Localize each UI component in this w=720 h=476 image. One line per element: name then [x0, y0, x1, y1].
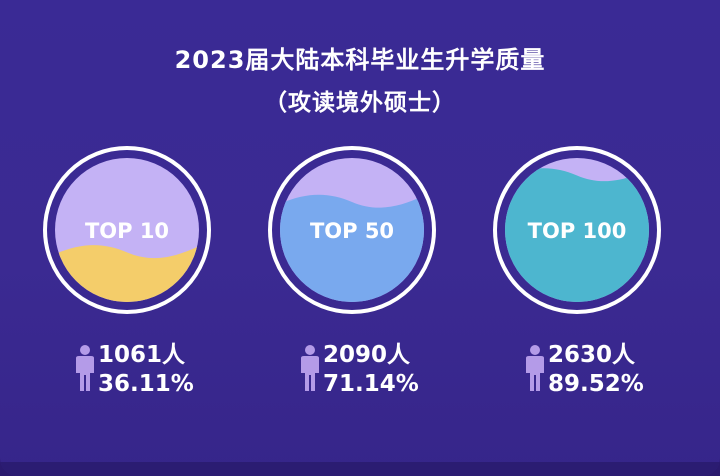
person-icon — [301, 345, 319, 391]
stat-percent: 36.11% — [98, 371, 194, 397]
gauge-fill — [505, 167, 649, 302]
gauge-stat: 2630人 89.52% — [548, 341, 644, 399]
stat-percent: 71.14% — [323, 371, 419, 397]
person-icon — [526, 345, 544, 391]
gauge-label: TOP 100 — [528, 219, 627, 243]
chart-subtitle: （攻读境外硕士） — [264, 90, 456, 116]
gauge-ring — [43, 146, 211, 314]
gauge-1: TOP 10 — [43, 146, 211, 314]
gauge-fill — [55, 244, 199, 302]
person-icon — [76, 345, 94, 391]
gauge-ring — [268, 146, 436, 314]
stat-percent: 89.52% — [548, 371, 644, 397]
gauge-label: TOP 10 — [85, 219, 169, 243]
gauge-label: TOP 50 — [310, 219, 394, 243]
gauge-3: TOP 100 — [493, 146, 661, 314]
stat-count: 2630人 — [548, 342, 636, 368]
stat-count: 2090人 — [323, 342, 411, 368]
gauge-stat: 2090人 71.14% — [323, 341, 419, 399]
gauge-ring — [493, 146, 661, 314]
gauge-2: TOP 50 — [268, 146, 436, 314]
chart-title: 2023届大陆本科毕业生升学质量 — [174, 46, 546, 74]
stat-count: 1061人 — [98, 342, 186, 368]
gauge-fill — [280, 193, 424, 302]
gauge-stat: 1061人 36.11% — [98, 341, 194, 399]
